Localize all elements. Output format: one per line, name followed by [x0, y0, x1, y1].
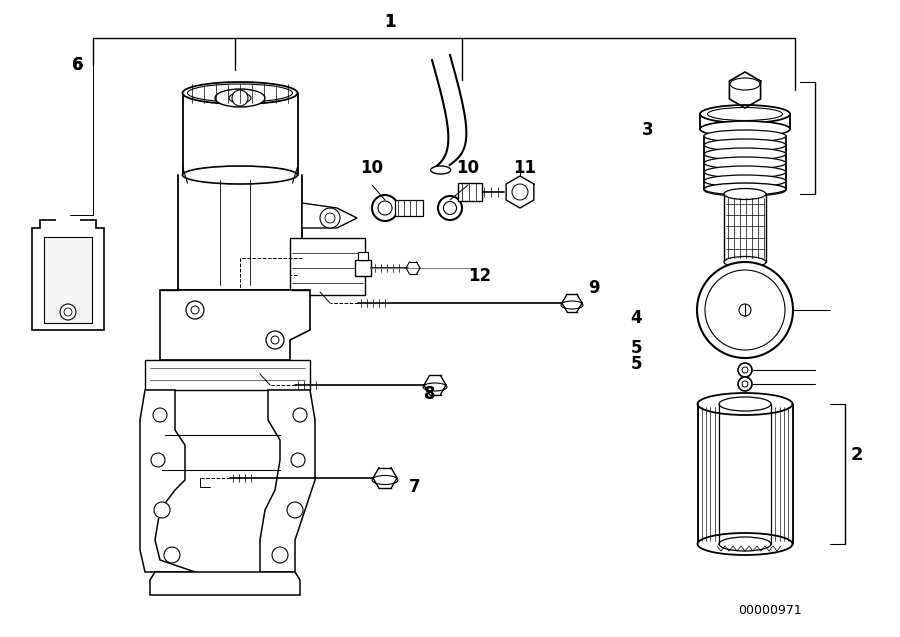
Circle shape — [697, 262, 793, 358]
Text: 11: 11 — [514, 159, 536, 177]
Bar — [56, 218, 80, 232]
Ellipse shape — [215, 89, 265, 107]
Ellipse shape — [700, 105, 790, 123]
Circle shape — [271, 336, 279, 344]
Text: 6: 6 — [72, 56, 84, 74]
Ellipse shape — [704, 130, 786, 142]
Bar — [358, 252, 368, 260]
Ellipse shape — [183, 166, 298, 184]
Ellipse shape — [719, 537, 771, 551]
Ellipse shape — [561, 301, 583, 309]
Bar — [355, 260, 371, 276]
Ellipse shape — [444, 201, 456, 215]
Ellipse shape — [431, 166, 451, 174]
Polygon shape — [729, 72, 760, 108]
Ellipse shape — [372, 195, 398, 221]
Circle shape — [705, 270, 785, 350]
Ellipse shape — [698, 393, 793, 415]
Circle shape — [191, 306, 199, 314]
Circle shape — [738, 377, 752, 391]
Text: 1: 1 — [384, 13, 396, 31]
Circle shape — [742, 381, 748, 387]
Text: 9: 9 — [589, 279, 599, 297]
Bar — [458, 183, 482, 201]
Text: 6: 6 — [72, 56, 84, 74]
Circle shape — [325, 213, 335, 223]
Polygon shape — [145, 360, 310, 390]
Ellipse shape — [704, 166, 786, 178]
Ellipse shape — [707, 108, 782, 120]
Ellipse shape — [378, 201, 392, 215]
Circle shape — [186, 301, 204, 319]
Text: 5: 5 — [630, 355, 642, 373]
Ellipse shape — [698, 533, 793, 555]
Ellipse shape — [438, 196, 462, 220]
Ellipse shape — [704, 175, 786, 187]
Ellipse shape — [724, 257, 766, 268]
Circle shape — [153, 408, 167, 422]
Text: 5: 5 — [630, 339, 642, 357]
Circle shape — [272, 547, 288, 563]
Circle shape — [512, 184, 528, 200]
Ellipse shape — [229, 93, 251, 103]
Text: 10: 10 — [456, 159, 480, 177]
Circle shape — [266, 331, 284, 349]
Bar — [290, 238, 365, 295]
Circle shape — [739, 304, 751, 316]
Text: 1: 1 — [384, 13, 396, 31]
Circle shape — [164, 547, 180, 563]
Circle shape — [64, 308, 72, 316]
Ellipse shape — [704, 139, 786, 151]
Ellipse shape — [704, 157, 786, 169]
Ellipse shape — [704, 184, 786, 196]
Ellipse shape — [719, 397, 771, 411]
Ellipse shape — [704, 183, 786, 195]
Text: 00000971: 00000971 — [738, 603, 802, 617]
Text: 3: 3 — [643, 121, 653, 139]
Ellipse shape — [700, 121, 790, 137]
Text: 4: 4 — [630, 309, 642, 327]
Circle shape — [154, 502, 170, 518]
Circle shape — [60, 304, 76, 320]
Ellipse shape — [372, 475, 398, 485]
Ellipse shape — [187, 84, 292, 102]
Text: 2: 2 — [850, 446, 863, 464]
Circle shape — [742, 367, 748, 373]
Ellipse shape — [423, 383, 447, 391]
Polygon shape — [260, 390, 315, 572]
Circle shape — [287, 502, 303, 518]
Circle shape — [293, 408, 307, 422]
Polygon shape — [140, 390, 195, 572]
Text: 7: 7 — [410, 478, 421, 496]
Polygon shape — [160, 290, 310, 360]
Circle shape — [320, 208, 340, 228]
Circle shape — [291, 453, 305, 467]
Polygon shape — [506, 176, 534, 208]
Circle shape — [232, 90, 248, 106]
Ellipse shape — [183, 82, 298, 104]
Ellipse shape — [724, 189, 766, 199]
Circle shape — [151, 453, 165, 467]
Circle shape — [738, 363, 752, 377]
Text: 10: 10 — [361, 159, 383, 177]
Polygon shape — [150, 572, 300, 595]
Ellipse shape — [730, 78, 760, 90]
Bar — [395, 200, 423, 216]
Text: 8: 8 — [424, 385, 436, 403]
Polygon shape — [32, 220, 104, 330]
Ellipse shape — [704, 148, 786, 160]
Polygon shape — [44, 237, 92, 323]
Text: 12: 12 — [468, 267, 491, 285]
Polygon shape — [302, 203, 357, 228]
